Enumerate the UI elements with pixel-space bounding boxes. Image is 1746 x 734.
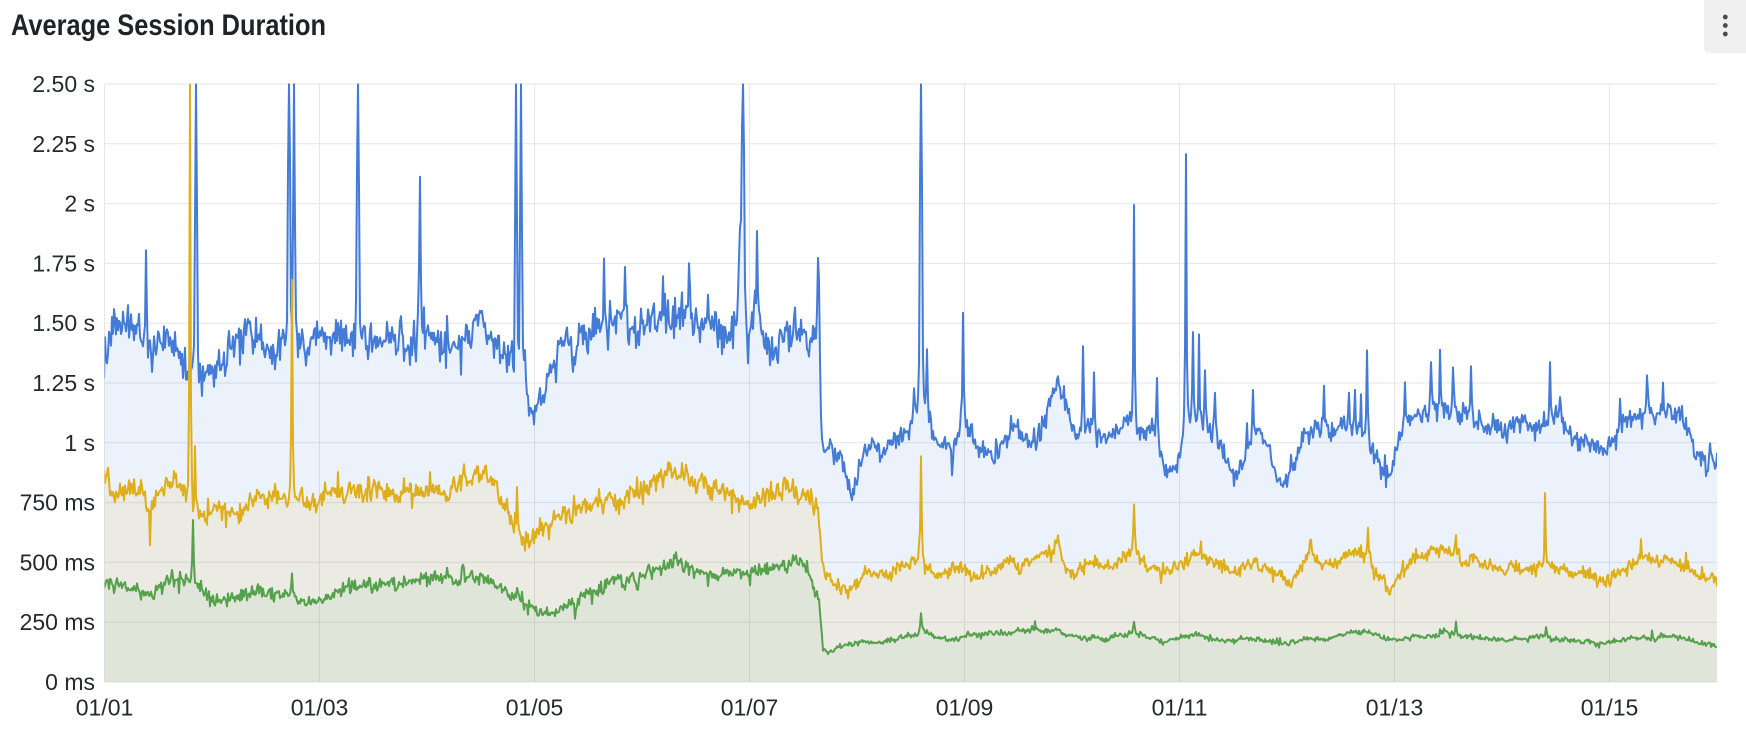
svg-text:2.50 s: 2.50 s	[32, 71, 95, 97]
svg-text:01/11: 01/11	[1152, 695, 1208, 721]
svg-text:250 ms: 250 ms	[20, 609, 95, 635]
svg-text:750 ms: 750 ms	[20, 490, 95, 516]
svg-text:01/09: 01/09	[936, 695, 994, 721]
svg-text:0 ms: 0 ms	[45, 669, 95, 695]
svg-text:500 ms: 500 ms	[20, 549, 95, 575]
svg-text:01/15: 01/15	[1581, 695, 1639, 721]
svg-text:01/01: 01/01	[76, 695, 134, 721]
svg-text:1.75 s: 1.75 s	[32, 250, 95, 276]
svg-text:1 s: 1 s	[64, 430, 95, 456]
svg-text:1.50 s: 1.50 s	[32, 310, 95, 336]
svg-text:01/03: 01/03	[291, 695, 349, 721]
svg-text:2.25 s: 2.25 s	[32, 131, 95, 157]
svg-text:Average Session Duration: Average Session Duration	[11, 9, 326, 42]
svg-text:01/05: 01/05	[506, 695, 564, 721]
svg-text:2 s: 2 s	[64, 191, 95, 217]
svg-text:01/07: 01/07	[721, 695, 779, 721]
svg-text:1.25 s: 1.25 s	[32, 370, 95, 396]
svg-text:01/13: 01/13	[1366, 695, 1424, 721]
